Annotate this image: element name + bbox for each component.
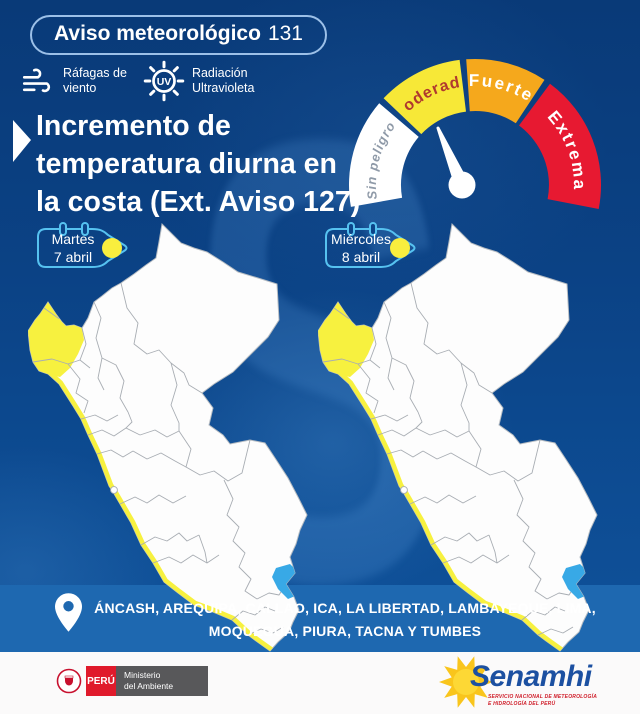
uv-radiation-icon: UV — [143, 60, 185, 102]
regions-line-1: ÁNCASH, AREQUIPA, CALLAO, ICA, LA LIBERT… — [94, 600, 596, 616]
gauge-segment-extrema — [519, 83, 602, 209]
alert-level-dot — [102, 238, 122, 258]
footer: PERÚ Ministerio del Ambiente Senamhi SER… — [0, 652, 640, 714]
calendar-ring-icon — [369, 222, 377, 236]
legend-item-uv: UV Radiación Ultravioleta — [143, 60, 255, 102]
senamhi-logo: Senamhi SERVICIO NACIONAL DE METEOROLOGÍ… — [428, 652, 618, 714]
advisory-badge-label: Aviso meteorológico — [54, 22, 261, 45]
advisory-number: 131 — [267, 22, 303, 45]
date-badge-tuesday — [37, 222, 128, 268]
legend-uv-label: Radiación Ultravioleta — [191, 66, 255, 95]
hazard-level-gauge: Sin peligro Moderada Fuerte Extrema — [335, 17, 602, 209]
calendar-ring-icon — [81, 222, 89, 236]
legend-wind-label: Ráfagas de viento — [63, 66, 127, 95]
senamhi-sun-icon — [439, 656, 493, 708]
affected-regions-list: ÁNCASH, AREQUIPA, CALLAO, ICA, LA LIBERT… — [80, 597, 610, 643]
calendar-ring-icon — [347, 222, 355, 236]
title-chevron-icon — [13, 120, 31, 162]
wind-gusts-icon — [22, 68, 51, 93]
date-badge-wednesday — [325, 222, 416, 268]
senamhi-tagline: SERVICIO NACIONAL DE METEOROLOGÍA E HIDR… — [488, 694, 598, 707]
ministry-name: Ministerio del Ambiente — [116, 666, 208, 696]
advisory-title: Incremento de temperatura diurna en la c… — [36, 108, 360, 222]
svg-text:UV: UV — [157, 76, 172, 88]
title-line-2: temperatura diurna en — [36, 147, 337, 180]
senamhi-wordmark: Senamhi — [470, 660, 592, 693]
alert-level-dot — [390, 238, 410, 258]
title-line-3: la costa (Ext. Aviso 127) — [36, 185, 361, 218]
gauge-needle — [436, 126, 476, 199]
location-pin-icon — [55, 593, 82, 632]
peru-map-tuesday — [28, 222, 308, 652]
gauge-segment-moderada — [383, 59, 466, 135]
gauge-segment-fuerte — [466, 58, 545, 124]
calendar-ring-icon — [59, 222, 67, 236]
peru-map-wednesday — [318, 222, 598, 652]
date-label-wednesday: Miércoles 8 abril — [331, 231, 391, 266]
date-label-tuesday: Martes 7 abril — [51, 231, 95, 266]
title-line-1: Incremento de — [36, 110, 231, 142]
hazard-legend: Ráfagas de viento UV Radiación Ultraviol… — [20, 60, 254, 102]
peru-wordmark: PERÚ — [86, 666, 116, 696]
regions-line-2: MOQUEGUA, PIURA, TACNA Y TUMBES — [208, 623, 482, 640]
peru-coat-of-arms-icon — [56, 668, 82, 694]
advisory-number-badge: Aviso meteorológico 131 — [30, 15, 327, 55]
ministry-logo: PERÚ Ministerio del Ambiente — [56, 666, 208, 696]
legend-item-wind: Ráfagas de viento — [20, 60, 127, 102]
gauge-segment-sin-peligro — [348, 103, 419, 207]
